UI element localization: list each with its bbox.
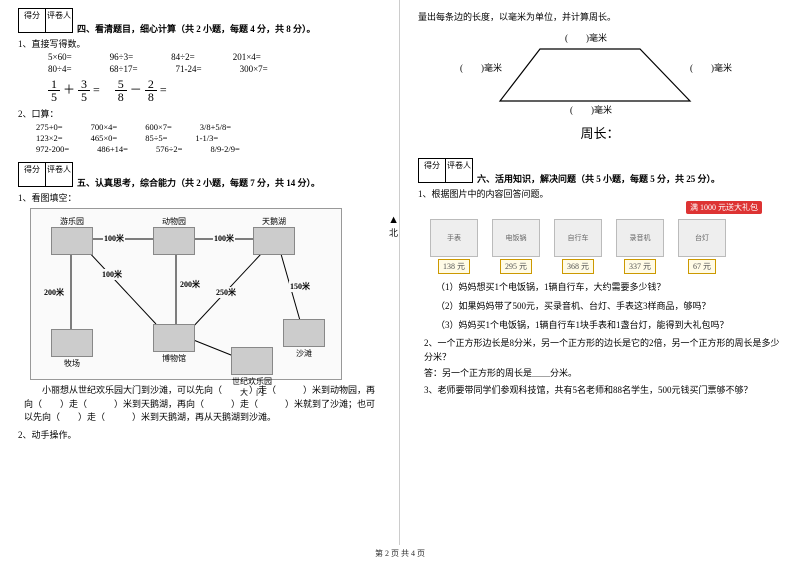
trapezoid-figure: ( )毫米 ( )毫米 ( )毫米 ( )毫米 (440, 29, 760, 119)
page-footer: 第 2 页 共 4 页 (0, 545, 800, 563)
left-column: 得分 评卷人 四、看清题目，细心计算（共 2 小题，每题 4 分，共 8 分）。… (0, 0, 400, 545)
mental-row-b: 123×2=465×0=85÷5=1-1/3= (36, 133, 381, 143)
bonus-tag: 满 1000 元送大礼包 (686, 201, 762, 214)
section-6-title: 六、活用知识，解决问题（共 5 小题，每题 5 分，共 25 分）。 (477, 172, 720, 185)
expr: 96÷3= (110, 52, 134, 62)
grader-label: 评卷人 (446, 158, 473, 183)
calc-row-2: 80÷4= 68÷17= 71-24= 300×7= (48, 64, 381, 74)
q4-2: 2、口算： (18, 107, 381, 120)
measure-instruction: 量出每条边的长度，以毫米为单位，并计算周长。 (418, 10, 782, 23)
q6-1-3: （3）妈妈买1个电饭锅，1辆自行车1块手表和1盏台灯，能得到大礼包吗？ (436, 318, 782, 331)
q4-1: 1、直接写得数。 (18, 37, 381, 50)
q5-1-text: 小丽想从世纪欢乐园大门到沙滩，可以先向（ ）走（ ）米到动物园，再向（ ）走（ … (24, 384, 381, 425)
node-gate: 世纪欢乐园 大 门 (231, 347, 273, 398)
edge-label: 200米 (179, 279, 201, 290)
edge-label: 100米 (213, 233, 235, 244)
item-lamp: 台灯67 元 (678, 219, 726, 274)
q6-3: 3、老师要带同学们参观科技馆，共有5名老师和88名学生，500元钱买门票够不够？ (424, 384, 782, 398)
section-5-header: 得分 评卷人 五、认真思考，综合能力（共 2 小题，每题 7 分，共 14 分）… (18, 162, 381, 189)
edge-label: 200米 (43, 287, 65, 298)
q6-2: 2、一个正方形边长是8分米，另一个正方形的边长是它的2倍，另一个正方形的周长是多… (424, 337, 782, 364)
grader-label: 评卷人 (46, 8, 73, 33)
compass-north: ▲ 北 (388, 214, 399, 239)
q6-1-1: （1）妈妈想买1个电饭锅，1辆自行车，大约需要多少钱？ (436, 280, 782, 293)
edge-label: 100米 (103, 233, 125, 244)
score-label: 得分 (18, 8, 46, 33)
grader-label: 评卷人 (46, 162, 73, 187)
expr: 84÷2= (171, 52, 195, 62)
node-amuse: 游乐园 (51, 215, 93, 255)
node-zoo: 动物园 (153, 215, 195, 255)
edge-label: 150米 (289, 281, 311, 292)
section-4-title: 四、看清题目，细心计算（共 2 小题，每题 4 分，共 8 分）。 (77, 22, 316, 35)
q6-2-answer: 答：另一个正方形的周长是＿＿分米。 (424, 367, 782, 381)
node-lake: 天鹅湖 (253, 215, 295, 255)
expr: 68÷17= (110, 64, 138, 74)
edge-label: 100米 (101, 269, 123, 280)
q5-2: 2、动手操作。 (18, 428, 381, 441)
calc-row-1: 5×60= 96÷3= 84÷2= 201×4= (48, 52, 381, 62)
item-recorder: 录音机337 元 (616, 219, 664, 274)
section-6-header: 得分 评卷人 六、活用知识，解决问题（共 5 小题，每题 5 分，共 25 分）… (418, 158, 782, 185)
q6-1: 1、根据图片中的内容回答问题。 (418, 187, 782, 200)
mental-row-c: 972-200=486+14=576÷2=8/9-2/9= (36, 144, 381, 154)
edge-label: 250米 (215, 287, 237, 298)
item-watch: 手表138 元 (430, 219, 478, 274)
expr: 5×60= (48, 52, 72, 62)
expr: 80÷4= (48, 64, 72, 74)
item-bike: 自行车368 元 (554, 219, 602, 274)
q6-1-2: （2）如果妈妈带了500元，买录音机、台灯、手表这3样商品，够吗？ (436, 299, 782, 312)
perimeter-label: 周长： (418, 123, 782, 142)
mental-row-a: 275+0=700×4=600×7=3/8+5/8= (36, 122, 381, 132)
item-cooker: 电饭锅295 元 (492, 219, 540, 274)
score-label: 得分 (418, 158, 446, 183)
node-ranch: 牧场 (51, 329, 93, 369)
node-museum: 博物馆 (153, 324, 195, 364)
q5-1: 1、看图填空： (18, 191, 381, 204)
expr: 71-24= (176, 64, 202, 74)
fraction-row: 15 ＋ 35 = 58 － 28 = (48, 78, 381, 103)
right-column: 量出每条边的长度，以毫米为单位，并计算周长。 ( )毫米 ( )毫米 ( )毫米… (400, 0, 800, 545)
expr: 201×4= (233, 52, 261, 62)
section-5-title: 五、认真思考，综合能力（共 2 小题，每题 7 分，共 14 分）。 (77, 176, 320, 189)
section-4-header: 得分 评卷人 四、看清题目，细心计算（共 2 小题，每题 4 分，共 8 分）。 (18, 8, 381, 35)
product-row: 手表138 元 电饭锅295 元 自行车368 元 录音机337 元 台灯67 … (430, 219, 782, 274)
map-diagram: 游乐园 动物园 天鹅湖 牧场 博物馆 沙滩 世纪欢乐园 大 门 100米 100… (30, 208, 342, 380)
expr: 300×7= (240, 64, 268, 74)
score-label: 得分 (18, 162, 46, 187)
node-beach: 沙滩 (283, 319, 325, 359)
